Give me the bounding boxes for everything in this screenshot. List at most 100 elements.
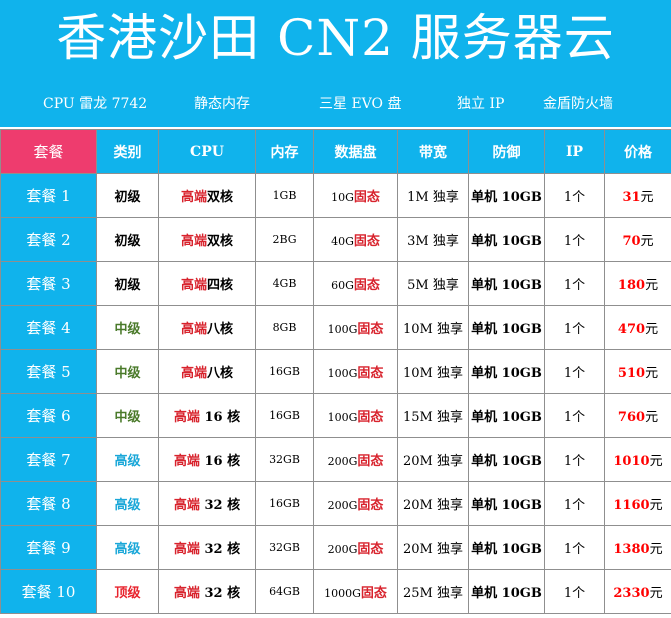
- plan-ip: 1个: [544, 217, 605, 262]
- price-currency: 元: [640, 190, 654, 205]
- feature-disk: 三星 EVO 盘: [319, 96, 402, 112]
- plan-disk: 60G固态: [313, 261, 398, 306]
- plan-ddos: 单机 10GB: [468, 261, 545, 306]
- plan-ram: 8GB: [255, 305, 314, 350]
- plan-ram: 64GB: [255, 569, 314, 614]
- plan-cpu: 高端四核: [158, 261, 256, 306]
- disk-type: 固态: [353, 190, 380, 205]
- plan-price: 510元: [604, 349, 671, 394]
- disk-size: 200G: [327, 455, 358, 468]
- cpu-highlight: 高端: [173, 410, 200, 425]
- plan-ddos: 单机 10GB: [468, 393, 545, 438]
- plan-cpu: 高端 32 核: [158, 481, 256, 526]
- cpu-highlight: 高端: [180, 278, 207, 293]
- plan-level: 顶级: [96, 569, 159, 614]
- plan-name: 套餐 6: [0, 393, 97, 438]
- plan-bandwidth: 10M 独享: [397, 305, 469, 350]
- price-value: 1380: [613, 542, 650, 557]
- plan-disk: 1000G固态: [313, 569, 398, 614]
- plan-bandwidth: 25M 独享: [397, 569, 469, 614]
- plan-price: 180元: [604, 261, 671, 306]
- disk-size: 40G: [331, 235, 354, 248]
- disk-size: 100G: [327, 411, 358, 424]
- page-title: 香港沙田 CN2 服务器云: [56, 9, 615, 67]
- price-value: 180: [617, 278, 646, 293]
- disk-size: 200G: [327, 543, 358, 556]
- cpu-cores: 16 核: [199, 454, 241, 469]
- table-header-row: 套餐 类别 CPU 内存 数据盘 带宽 防御 IP 价格: [0, 129, 671, 174]
- plan-bandwidth: 15M 独享: [397, 393, 469, 438]
- plan-level: 高级: [96, 437, 159, 482]
- plan-ddos: 单机 10GB: [468, 305, 545, 350]
- price-currency: 元: [649, 542, 663, 557]
- column-header-plan: 套餐: [0, 129, 97, 174]
- plan-ram: 16GB: [255, 349, 314, 394]
- plan-level: 初级: [96, 217, 159, 262]
- table-row: 套餐 5 中级 高端八核 16GB 100G固态 10M 独享 单机 10GB 1个 510元: [0, 349, 671, 394]
- price-value: 760: [617, 410, 646, 425]
- plan-ip: 1个: [544, 437, 605, 482]
- plan-name: 套餐 8: [0, 481, 97, 526]
- plan-bandwidth: 3M 独享: [397, 217, 469, 262]
- plan-ram: 32GB: [255, 525, 314, 570]
- disk-size: 100G: [327, 367, 358, 380]
- plan-disk: 40G固态: [313, 217, 398, 262]
- plan-disk: 100G固态: [313, 349, 398, 394]
- plan-cpu: 高端双核: [158, 217, 256, 262]
- table-row: 套餐 1 初级 高端双核 1GB 10G固态 1M 独享 单机 10GB 1个 31元: [0, 173, 671, 218]
- table-row: 套餐 6 中级 高端 16 核 16GB 100G固态 15M 独享 单机 10GB 1个 76…: [0, 393, 671, 438]
- price-value: 510: [617, 366, 646, 381]
- plan-price: 2330元: [604, 569, 671, 614]
- column-header-bandwidth: 带宽: [397, 129, 469, 174]
- table-row: 套餐 2 初级 高端双核 2BG 40G固态 3M 独享 单机 10GB 1个 70元: [0, 217, 671, 262]
- plan-price: 760元: [604, 393, 671, 438]
- plan-ddos: 单机 10GB: [468, 525, 545, 570]
- plans-table: 套餐 类别 CPU 内存 数据盘 带宽 防御 IP 价格 套餐 1 初级 高端双核 1…: [0, 129, 671, 614]
- plan-bandwidth: 5M 独享: [397, 261, 469, 306]
- feature-firewall: 金盾防火墙: [543, 96, 613, 112]
- plan-level: 初级: [96, 173, 159, 218]
- plan-cpu: 高端 16 核: [158, 393, 256, 438]
- plan-ip: 1个: [544, 393, 605, 438]
- plan-disk: 200G固态: [313, 525, 398, 570]
- plan-bandwidth: 20M 独享: [397, 525, 469, 570]
- plan-level: 高级: [96, 481, 159, 526]
- feature-ip: 独立 IP: [457, 96, 505, 112]
- cpu-cores: 四核: [207, 278, 234, 293]
- price-currency: 元: [640, 234, 654, 249]
- plan-disk: 200G固态: [313, 437, 398, 482]
- feature-list: CPU 雷龙 7742 静态内存 三星 EVO 盘 独立 IP 金盾防火墙: [0, 92, 671, 116]
- plan-ip: 1个: [544, 481, 605, 526]
- price-value: 1010: [613, 454, 650, 469]
- disk-size: 10G: [331, 191, 354, 204]
- column-header-ip: IP: [544, 129, 605, 174]
- price-currency: 元: [645, 366, 659, 381]
- feature-cpu: CPU 雷龙 7742: [43, 96, 148, 112]
- table-row: 套餐 9 高级 高端 32 核 32GB 200G固态 20M 独享 单机 10GB 1个 13…: [0, 525, 671, 570]
- price-value: 70: [622, 234, 641, 249]
- cpu-cores: 八核: [207, 366, 234, 381]
- price-currency: 元: [645, 322, 659, 337]
- plan-name: 套餐 10: [0, 569, 97, 614]
- plan-price: 1160元: [604, 481, 671, 526]
- disk-size: 60G: [331, 279, 354, 292]
- plan-disk: 100G固态: [313, 393, 398, 438]
- column-header-cpu: CPU: [158, 129, 256, 174]
- price-value: 2330: [613, 586, 650, 601]
- cpu-highlight: 高端: [180, 190, 207, 205]
- plan-ip: 1个: [544, 569, 605, 614]
- table-row: 套餐 3 初级 高端四核 4GB 60G固态 5M 独享 单机 10GB 1个 180元: [0, 261, 671, 306]
- plan-name: 套餐 4: [0, 305, 97, 350]
- cpu-cores: 16 核: [199, 410, 241, 425]
- plan-level: 中级: [96, 305, 159, 350]
- cpu-highlight: 高端: [173, 454, 200, 469]
- plan-bandwidth: 20M 独享: [397, 481, 469, 526]
- plan-cpu: 高端 32 核: [158, 525, 256, 570]
- cpu-cores: 32 核: [199, 586, 241, 601]
- plan-price: 31元: [604, 173, 671, 218]
- disk-type: 固态: [353, 234, 380, 249]
- price-currency: 元: [645, 278, 659, 293]
- plan-ip: 1个: [544, 525, 605, 570]
- disk-type: 固态: [357, 366, 384, 381]
- plan-ip: 1个: [544, 261, 605, 306]
